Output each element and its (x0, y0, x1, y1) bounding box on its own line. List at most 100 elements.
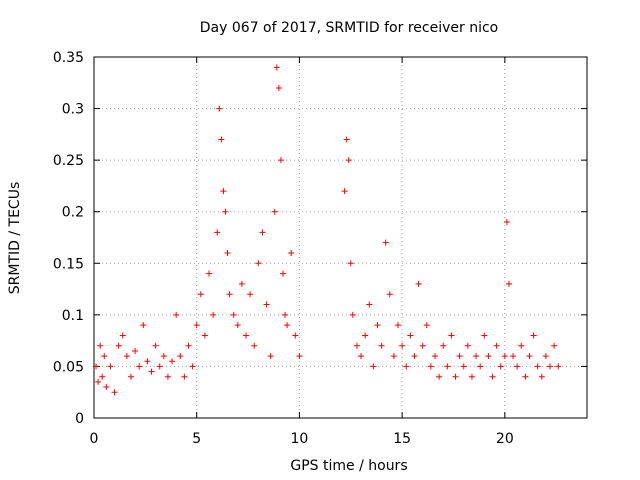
data-point (279, 270, 286, 277)
data-point (423, 322, 430, 329)
data-point (522, 373, 529, 380)
y-axis-label: SRMTID / TECUs (7, 182, 23, 295)
x-axis-label: GPS time / hours (290, 458, 407, 474)
data-point (132, 347, 139, 354)
data-point (220, 188, 227, 195)
data-point (353, 342, 360, 349)
data-point (403, 363, 410, 370)
data-point (526, 353, 533, 360)
data-point (468, 373, 475, 380)
data-point (366, 301, 373, 308)
data-point (214, 229, 221, 236)
data-point (177, 353, 184, 360)
data-point (514, 363, 521, 370)
data-point (210, 311, 217, 318)
data-point (374, 322, 381, 329)
data-point (518, 342, 525, 349)
data-point (164, 373, 171, 380)
data-point (251, 342, 258, 349)
data-point (282, 311, 289, 318)
data-point (226, 291, 233, 298)
data-point (255, 260, 262, 267)
data-point (505, 280, 512, 287)
y-tick-label: 0.1 (62, 308, 84, 324)
data-point (386, 291, 393, 298)
data-point (136, 363, 143, 370)
data-point (99, 373, 106, 380)
axis-ticks: 0 5 10 15 20 0 0.05 0.1 0.15 0.2 0.25 0.3 0.35 (53, 50, 587, 447)
data-point (93, 363, 100, 370)
data-point (111, 389, 118, 396)
data-point (259, 229, 266, 236)
data-point (343, 136, 350, 143)
data-point (144, 358, 151, 365)
data-points (93, 64, 562, 396)
data-point (271, 208, 278, 215)
data-point (419, 342, 426, 349)
data-point (273, 64, 280, 71)
data-point (395, 322, 402, 329)
data-point (127, 373, 134, 380)
data-point (358, 353, 365, 360)
data-point (284, 322, 291, 329)
data-point (160, 353, 167, 360)
data-point (510, 353, 517, 360)
data-point (275, 84, 282, 91)
x-tick-label: 15 (393, 431, 411, 447)
data-point (230, 311, 237, 318)
data-point (485, 353, 492, 360)
data-point (345, 157, 352, 164)
data-point (101, 353, 108, 360)
data-point (460, 363, 467, 370)
data-point (341, 188, 348, 195)
data-point (296, 353, 303, 360)
data-point (538, 373, 545, 380)
data-point (489, 373, 496, 380)
data-point (292, 332, 299, 339)
data-point (411, 353, 418, 360)
y-tick-label: 0 (75, 411, 84, 427)
data-point (551, 342, 558, 349)
data-point (123, 353, 130, 360)
data-point (497, 363, 504, 370)
y-tick-label: 0.35 (53, 50, 84, 66)
data-point (399, 342, 406, 349)
data-point (530, 332, 537, 339)
data-point (456, 353, 463, 360)
data-point (501, 353, 508, 360)
data-point (234, 322, 241, 329)
data-point (95, 378, 102, 385)
data-point (362, 332, 369, 339)
data-point (173, 311, 180, 318)
data-point (115, 342, 122, 349)
y-tick-label: 0.3 (62, 102, 84, 118)
data-point (431, 353, 438, 360)
x-tick-label: 20 (496, 431, 514, 447)
data-point (156, 363, 163, 370)
data-point (534, 363, 541, 370)
data-point (206, 270, 213, 277)
data-point (169, 358, 176, 365)
data-point (547, 363, 554, 370)
chart-title: Day 067 of 2017, SRMTID for receiver nic… (200, 20, 498, 36)
x-tick-label: 5 (192, 431, 201, 447)
plot-frame (93, 56, 588, 419)
data-point (216, 105, 223, 112)
y-tick-label: 0.15 (53, 256, 84, 272)
data-point (277, 157, 284, 164)
data-point (107, 363, 114, 370)
data-point (288, 249, 295, 256)
data-point (493, 342, 500, 349)
x-tick-label: 0 (90, 431, 99, 447)
data-point (436, 373, 443, 380)
data-point (555, 363, 562, 370)
data-point (390, 353, 397, 360)
data-point (444, 363, 451, 370)
y-tick-label: 0.05 (53, 359, 84, 375)
grid-lines (94, 57, 587, 418)
data-point (193, 322, 200, 329)
data-point (477, 363, 484, 370)
data-point (349, 311, 356, 318)
data-point (263, 301, 270, 308)
